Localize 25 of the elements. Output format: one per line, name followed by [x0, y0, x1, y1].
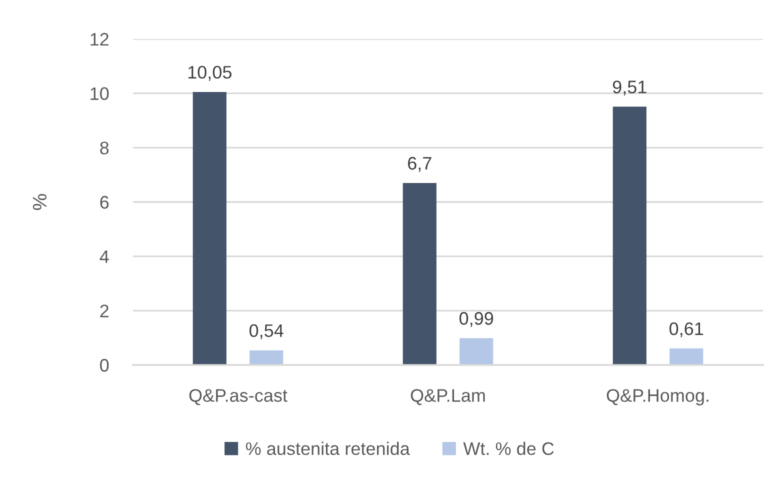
data-label: 0,61 [669, 322, 704, 338]
data-label: 0,99 [459, 312, 494, 327]
bar [250, 350, 284, 365]
y-tick-label: 2 [100, 304, 108, 318]
x-tick-label: Q&P.Lam [410, 389, 485, 406]
bar [612, 106, 646, 365]
legend-label: % austenita retenida [246, 442, 410, 456]
y-tick-label: 6 [100, 196, 109, 209]
x-tick-label: Q&P.as-cast [189, 389, 288, 406]
data-label: 10,05 [188, 66, 232, 81]
y-tick-label: 4 [100, 250, 109, 263]
data-label: 6,7 [408, 156, 432, 172]
data-label: 9,51 [612, 80, 646, 96]
x-tick-label: Q&P.Homog. [606, 389, 708, 406]
y-tick-label: 8 [100, 142, 109, 154]
bar [460, 338, 494, 365]
data-label: 0,54 [249, 324, 284, 340]
bar [670, 348, 704, 365]
bar [402, 182, 436, 365]
y-tick-label: 0 [100, 358, 109, 372]
legend-label: Wt. % de C [463, 442, 554, 456]
bar [192, 92, 226, 365]
y-tick-label: 10 [90, 87, 109, 100]
y-axis-title: % [32, 194, 46, 210]
y-tick-label: 12 [90, 32, 108, 46]
